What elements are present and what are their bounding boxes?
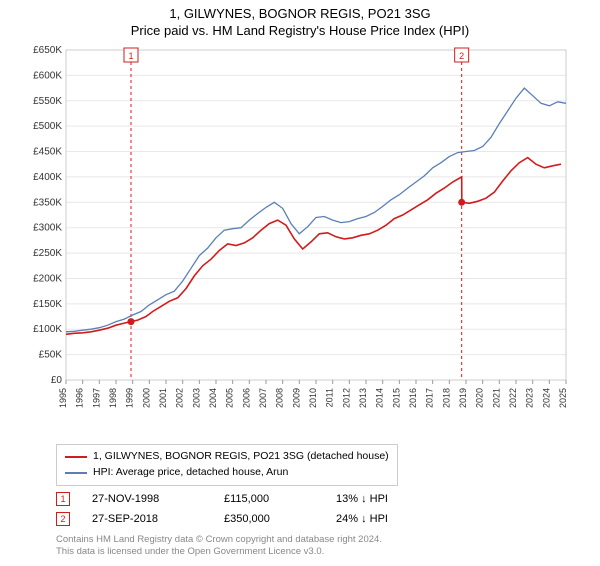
data-point bbox=[458, 199, 465, 206]
x-tick-label: 2020 bbox=[475, 388, 485, 408]
x-tick-label: 2021 bbox=[491, 388, 501, 408]
y-tick-label: £650K bbox=[33, 45, 62, 56]
x-tick-label: 2002 bbox=[175, 388, 185, 408]
x-tick-label: 2003 bbox=[191, 388, 201, 408]
x-tick-label: 2012 bbox=[341, 388, 351, 408]
x-tick-label: 2015 bbox=[391, 388, 401, 408]
marker-badge-label: 2 bbox=[459, 51, 464, 61]
marker-price: £115,000 bbox=[224, 493, 314, 505]
y-tick-label: £500K bbox=[33, 121, 62, 132]
x-tick-label: 2013 bbox=[358, 388, 368, 408]
x-tick-label: 2004 bbox=[208, 388, 218, 408]
legend: 1, GILWYNES, BOGNOR REGIS, PO21 3SG (det… bbox=[56, 444, 398, 486]
x-tick-label: 2018 bbox=[441, 388, 451, 408]
marker-date: 27-NOV-1998 bbox=[92, 493, 202, 505]
legend-swatch bbox=[65, 472, 87, 474]
x-tick-label: 2014 bbox=[375, 388, 385, 408]
series-line bbox=[66, 158, 561, 335]
marker-badge-label: 1 bbox=[128, 51, 133, 61]
marker-row: 1 27-NOV-1998 £115,000 13% ↓ HPI bbox=[56, 492, 388, 506]
y-tick-label: £350K bbox=[33, 197, 62, 208]
y-tick-label: £400K bbox=[33, 172, 62, 183]
x-tick-label: 2008 bbox=[275, 388, 285, 408]
x-tick-label: 2025 bbox=[558, 388, 568, 408]
x-tick-label: 2024 bbox=[541, 388, 551, 408]
x-tick-label: 2022 bbox=[508, 388, 518, 408]
x-tick-label: 2010 bbox=[308, 388, 318, 408]
footer: Contains HM Land Registry data © Crown c… bbox=[56, 534, 382, 559]
chart-area: £0 £50K £100K £150K £200K £250K £300K £350K £400… bbox=[20, 42, 580, 422]
x-tick-label: 2006 bbox=[241, 388, 251, 408]
y-tick-label: £450K bbox=[33, 147, 62, 158]
x-tick-label: 1997 bbox=[91, 388, 101, 408]
y-tick-label: £550K bbox=[33, 96, 62, 107]
footer-line1: Contains HM Land Registry data © Crown c… bbox=[56, 534, 382, 546]
marker-diff: 13% ↓ HPI bbox=[336, 493, 388, 505]
y-tick-label: £50K bbox=[39, 350, 63, 361]
x-tick-label: 1995 bbox=[58, 388, 68, 408]
legend-label: 1, GILWYNES, BOGNOR REGIS, PO21 3SG (det… bbox=[93, 449, 389, 465]
marker-row-badge: 1 bbox=[56, 492, 70, 506]
title-address: 1, GILWYNES, BOGNOR REGIS, PO21 3SG bbox=[0, 6, 600, 21]
legend-swatch bbox=[65, 456, 87, 458]
x-tick-label: 2016 bbox=[408, 388, 418, 408]
marker-row-badge: 2 bbox=[56, 512, 70, 526]
x-tick-label: 1998 bbox=[108, 388, 118, 408]
x-tick-label: 2023 bbox=[525, 388, 535, 408]
legend-item: 1, GILWYNES, BOGNOR REGIS, PO21 3SG (det… bbox=[65, 449, 389, 465]
marker-date: 27-SEP-2018 bbox=[92, 513, 202, 525]
footer-line2: This data is licensed under the Open Gov… bbox=[56, 546, 382, 558]
y-tick-label: £150K bbox=[33, 299, 62, 310]
y-tick-label: £600K bbox=[33, 70, 62, 81]
x-tick-label: 2007 bbox=[258, 388, 268, 408]
y-tick-label: £0 bbox=[51, 375, 63, 386]
title-subtitle: Price paid vs. HM Land Registry's House … bbox=[0, 23, 600, 38]
x-tick-label: 2009 bbox=[291, 388, 301, 408]
x-tick-label: 2017 bbox=[425, 388, 435, 408]
x-tick-label: 2019 bbox=[458, 388, 468, 408]
marker-diff: 24% ↓ HPI bbox=[336, 513, 388, 525]
marker-price: £350,000 bbox=[224, 513, 314, 525]
series-line bbox=[66, 88, 566, 332]
marker-table: 1 27-NOV-1998 £115,000 13% ↓ HPI 2 27-SEP-201… bbox=[56, 486, 388, 526]
y-tick-label: £200K bbox=[33, 273, 62, 284]
data-point bbox=[128, 318, 135, 325]
y-tick-label: £250K bbox=[33, 248, 62, 259]
chart-container: 1, GILWYNES, BOGNOR REGIS, PO21 3SG Pric… bbox=[0, 6, 600, 566]
marker-row: 2 27-SEP-2018 £350,000 24% ↓ HPI bbox=[56, 512, 388, 526]
x-tick-label: 2000 bbox=[141, 388, 151, 408]
x-tick-label: 2005 bbox=[225, 388, 235, 408]
x-tick-label: 1999 bbox=[125, 388, 135, 408]
y-tick-label: £300K bbox=[33, 223, 62, 234]
x-tick-label: 2001 bbox=[158, 388, 168, 408]
legend-label: HPI: Average price, detached house, Arun bbox=[93, 465, 288, 481]
legend-item: HPI: Average price, detached house, Arun bbox=[65, 465, 389, 481]
chart-svg: £0 £50K £100K £150K £200K £250K £300K £350K £400… bbox=[20, 42, 580, 422]
y-tick-label: £100K bbox=[33, 324, 62, 335]
x-tick-label: 1996 bbox=[75, 388, 85, 408]
x-tick-label: 2011 bbox=[325, 388, 335, 407]
